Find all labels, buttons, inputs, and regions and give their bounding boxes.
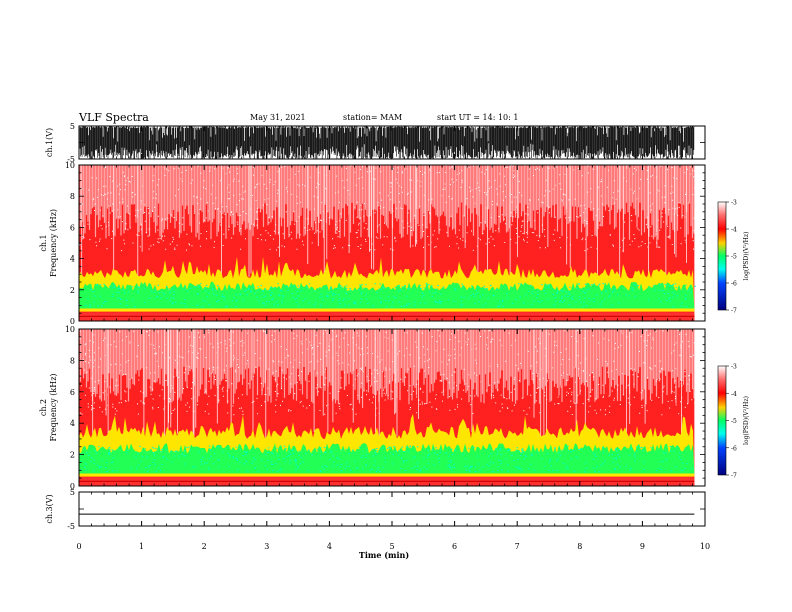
y-tick-label: -5: [67, 522, 75, 531]
ch2-spec-white-speckle: [79, 328, 696, 416]
y-tick-label: 6: [70, 223, 75, 232]
y-tick-label: 10: [65, 161, 75, 170]
station-label: station= MAM: [343, 113, 403, 122]
x-tick-label: 4: [327, 542, 332, 551]
x-tick-label: 9: [640, 542, 645, 551]
ch1-spec-colorbar-label: log(PSD)(V²/Hz): [743, 232, 750, 281]
y-tick-label: 0: [70, 317, 75, 326]
ch1-spec-colorbar-tick-label: -7: [731, 308, 737, 315]
y-tick-label: 4: [70, 419, 75, 428]
y-tick-label: 2: [70, 286, 75, 295]
ch1-spec-cyan-speckle: [85, 283, 696, 308]
ch1-spec-colorbar-tick-label: -4: [731, 227, 737, 234]
ch2-spec-cyan-speckle: [79, 445, 694, 473]
ch1-spec-channel-label: ch.1: [39, 234, 48, 251]
x-axis-label: Time (min): [359, 550, 409, 560]
y-tick-label: 0: [70, 482, 75, 491]
x-tick-label: 0: [76, 542, 81, 551]
ch2-spec-colorbar-tick-label: -7: [731, 473, 737, 480]
ch1-ylabel: ch.1(V): [45, 128, 54, 157]
ch1-spec-colorbar-tick-label: -6: [731, 281, 737, 288]
ch2-spec-colorbar: [717, 365, 727, 476]
ch1-trace: [79, 126, 695, 159]
ch2-spec-channel-label: ch.2: [39, 399, 48, 416]
ch2-spec-colorbar-label: log(PSD)(V²/Hz): [743, 396, 750, 445]
x-tick-label: 6: [452, 542, 457, 551]
ch2-spec-ylabel: Frequency (kHz): [49, 373, 58, 441]
x-tick-label: 7: [515, 542, 520, 551]
ch2-spec-streaks: [92, 329, 682, 455]
x-tick-label: 3: [264, 542, 269, 551]
ch1-spec-ylabel: Frequency (kHz): [49, 209, 58, 277]
ch2-spec-heatmap: [78, 328, 696, 486]
x-tick-label: 10: [700, 542, 710, 551]
ch1-spec-colorbar-tick-label: -3: [731, 200, 737, 207]
y-tick-label: 2: [70, 451, 75, 460]
y-tick-label: -5: [67, 155, 75, 164]
y-tick-label: 6: [70, 388, 75, 397]
ch1-spec-colorbar-tick-label: -5: [731, 254, 737, 261]
date-label: May 31, 2021: [250, 113, 306, 122]
x-tick-label: 2: [202, 542, 207, 551]
x-tick-label: 5: [389, 542, 394, 551]
x-tick-label: 1: [139, 542, 144, 551]
ch1-spec-green-band: [79, 281, 695, 309]
x-tick-label: 8: [577, 542, 582, 551]
ch3-ylabel: ch.3(V): [45, 494, 54, 523]
ch1-spec-heatmap: [78, 164, 696, 321]
y-tick-label: 4: [70, 255, 75, 264]
y-tick-label: 5: [70, 122, 75, 131]
ch2-spec-colorbar-tick-label: -5: [731, 418, 737, 425]
ch1-signal: [79, 126, 695, 159]
chart-title: VLF Spectra: [79, 111, 149, 124]
ch1-spec-white-speckle: [79, 164, 696, 252]
ch2-spec-green-band: [79, 443, 695, 474]
y-tick-label: 5: [70, 488, 75, 497]
y-tick-label: 8: [70, 192, 75, 201]
ch1-spec-streaks: [81, 165, 687, 286]
ch3-frame: [78, 491, 706, 527]
y-tick-label: 10: [65, 325, 75, 334]
ch2-spec-colorbar-tick-label: -6: [731, 445, 737, 452]
start-time-label: start UT = 14: 10: 1: [437, 113, 519, 122]
ch1-spec-colorbar: [717, 201, 727, 311]
ch2-spec-colorbar-tick-label: -4: [731, 391, 737, 398]
ch2-spec-colorbar-tick-label: -3: [731, 364, 737, 371]
y-tick-label: 8: [70, 356, 75, 365]
